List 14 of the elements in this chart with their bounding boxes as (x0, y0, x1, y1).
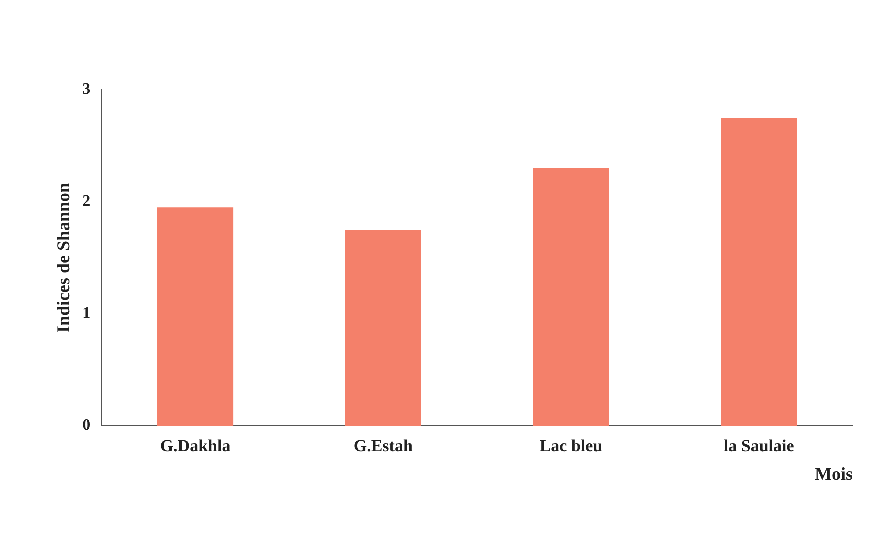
y-tick-label: 0 (82, 417, 91, 434)
y-tick-label: 3 (82, 81, 91, 98)
bar (533, 168, 610, 426)
x-axis-title: Mois (815, 464, 853, 484)
bar (721, 118, 798, 426)
x-tick-label: G.Estah (354, 436, 414, 456)
x-tick-label: Lac bleu (540, 436, 603, 456)
x-tick-label: la Saulaie (724, 436, 795, 456)
y-axis-title: Indices de Shannon (53, 182, 74, 334)
y-tick-label: 2 (82, 193, 91, 210)
bar (157, 208, 234, 426)
bar (345, 230, 422, 426)
y-tick-label: 1 (82, 305, 91, 322)
x-tick-label: G.Dakhla (160, 436, 232, 456)
